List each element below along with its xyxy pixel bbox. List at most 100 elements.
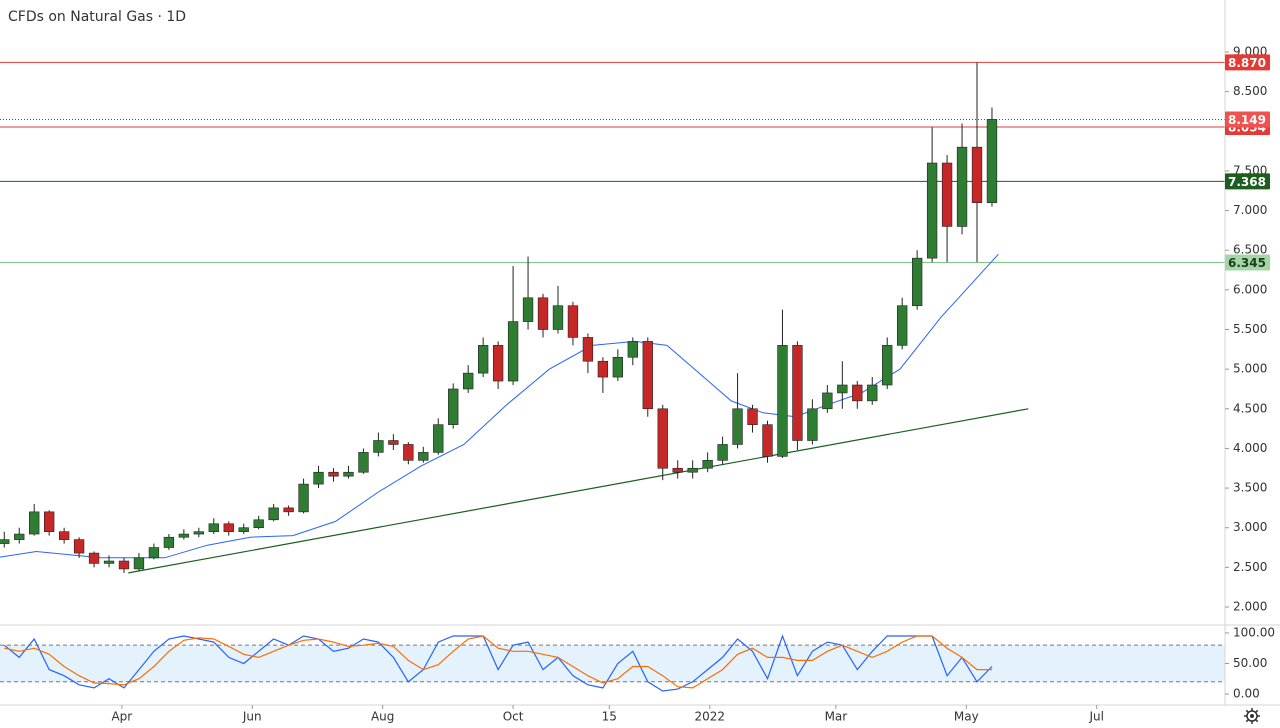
y-tick-label: 4.500: [1233, 401, 1267, 415]
stoch-y-tick-label: 0.00: [1233, 687, 1260, 701]
candle-body: [822, 392, 833, 410]
y-tick-label: 2.500: [1233, 560, 1267, 574]
candle-body: [163, 536, 175, 548]
stoch-line: [4, 635, 992, 689]
candle-body: [807, 408, 818, 441]
candle-body: [702, 460, 713, 469]
y-tick-label: 3.000: [1233, 520, 1267, 534]
x-tick-label: Jul: [1088, 710, 1103, 724]
candle-body: [358, 452, 369, 473]
candle-body: [193, 531, 204, 535]
candle-body: [911, 257, 923, 307]
x-tick-label: 15: [602, 710, 617, 724]
candle-body: [268, 507, 279, 521]
candle-body: [313, 471, 324, 485]
candle-body: [792, 345, 803, 441]
candle-body: [463, 372, 474, 390]
y-tick-label: 8.500: [1233, 84, 1267, 98]
y-tick-label: 7.000: [1233, 203, 1267, 217]
y-tick-label: 6.500: [1233, 243, 1267, 257]
candle-body: [852, 384, 863, 402]
candle-body: [103, 560, 115, 564]
candle-body: [133, 557, 145, 570]
candle-body: [0, 539, 10, 544]
candle-body: [88, 552, 100, 564]
candle-body: [882, 345, 893, 386]
y-tick-label: 5.000: [1233, 362, 1267, 376]
candle-body: [477, 345, 489, 374]
x-tick-label: Oct: [503, 710, 524, 724]
moving-average: [0, 253, 999, 559]
candle-body: [403, 444, 414, 461]
stoch-line: [3, 634, 993, 692]
trendline: [128, 408, 1029, 574]
chart-title: CFDs on Natural Gas · 1D: [8, 9, 186, 25]
candle-body: [941, 162, 953, 227]
candle-body: [567, 305, 579, 338]
x-tick-label: Aug: [371, 710, 394, 724]
candle-body: [897, 305, 908, 346]
candle-body: [867, 384, 878, 402]
candle-body: [178, 533, 190, 538]
level-badge: [1225, 54, 1270, 71]
candle-body: [747, 408, 758, 425]
candle-body: [208, 523, 219, 532]
candle-body: [582, 337, 594, 362]
candle-body: [492, 345, 504, 382]
candle-body: [537, 297, 549, 330]
candle-body: [118, 560, 130, 570]
candle-body: [388, 440, 399, 445]
candle-body: [612, 356, 624, 378]
candle-body: [298, 483, 309, 513]
candle-body: [343, 471, 354, 477]
y-tick-label: 2.000: [1233, 600, 1267, 614]
candle-body: [238, 527, 249, 532]
y-tick-label: 3.500: [1233, 481, 1267, 495]
level-label: 8.870: [1228, 56, 1266, 70]
candle-body: [642, 341, 653, 410]
level-badge: [1225, 173, 1270, 190]
y-tick-label: 4.000: [1233, 441, 1267, 455]
x-tick-label: 2022: [694, 710, 725, 724]
candle-body: [777, 345, 788, 457]
candle-body: [672, 467, 683, 473]
candle-body: [328, 471, 339, 477]
candle-body: [507, 321, 519, 382]
level-badge: [1225, 254, 1270, 271]
candle-body: [44, 511, 55, 532]
candle-body: [14, 533, 25, 540]
candle-body: [433, 424, 444, 453]
x-tick-label: Mar: [825, 710, 848, 724]
last-price-badge: [1225, 111, 1270, 128]
candle-body: [956, 146, 968, 227]
settings-icon[interactable]: [1244, 708, 1260, 724]
candle-body: [552, 305, 564, 330]
stochastic-panel: [0, 634, 1225, 692]
y-tick-label: 6.000: [1233, 282, 1267, 296]
candle-body: [73, 539, 85, 554]
candle-body: [522, 297, 534, 322]
candle-body: [986, 119, 998, 203]
candle-body: [971, 146, 983, 203]
candle-body: [837, 384, 848, 394]
candle-body: [926, 162, 938, 259]
candle-body: [448, 388, 459, 425]
level-label: 7.368: [1228, 175, 1266, 189]
candle-body: [657, 408, 668, 469]
candle-body: [762, 424, 773, 457]
candle-body: [148, 547, 160, 559]
candle-body: [373, 440, 384, 453]
candle-body: [223, 523, 234, 532]
candle-body: [29, 511, 40, 535]
level-label: 6.345: [1228, 256, 1266, 270]
stoch-y-tick-label: 50.00: [1233, 656, 1267, 670]
candle-body: [717, 444, 728, 461]
candle-body: [627, 341, 638, 358]
candle-body: [253, 519, 264, 529]
candle-body: [732, 408, 743, 445]
x-tick-label: Apr: [111, 710, 132, 724]
last-price-label: 8.149: [1228, 113, 1266, 127]
x-tick-label: Jun: [242, 710, 262, 724]
